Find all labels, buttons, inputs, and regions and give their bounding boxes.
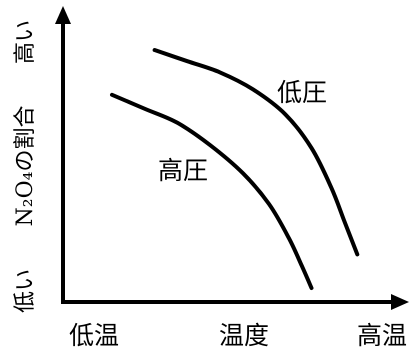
y-axis-arrow — [55, 6, 71, 24]
series-label-high-pressure: 高圧 — [158, 156, 208, 185]
series-line-high-pressure — [110, 92, 314, 290]
x-axis-high-label: 高温 — [357, 321, 407, 350]
x-axis-arrow — [391, 294, 409, 310]
y-axis-low-label: 低い — [13, 269, 38, 313]
y-axis-high-label: 高い — [13, 20, 38, 64]
series-line-low-pressure — [152, 48, 360, 257]
series-label-low-pressure: 低圧 — [277, 78, 327, 107]
y-axis-title: N₂O₄の割合 — [13, 106, 38, 227]
x-axis-title: 温度 — [219, 321, 269, 350]
x-axis-low-label: 低温 — [69, 321, 119, 350]
